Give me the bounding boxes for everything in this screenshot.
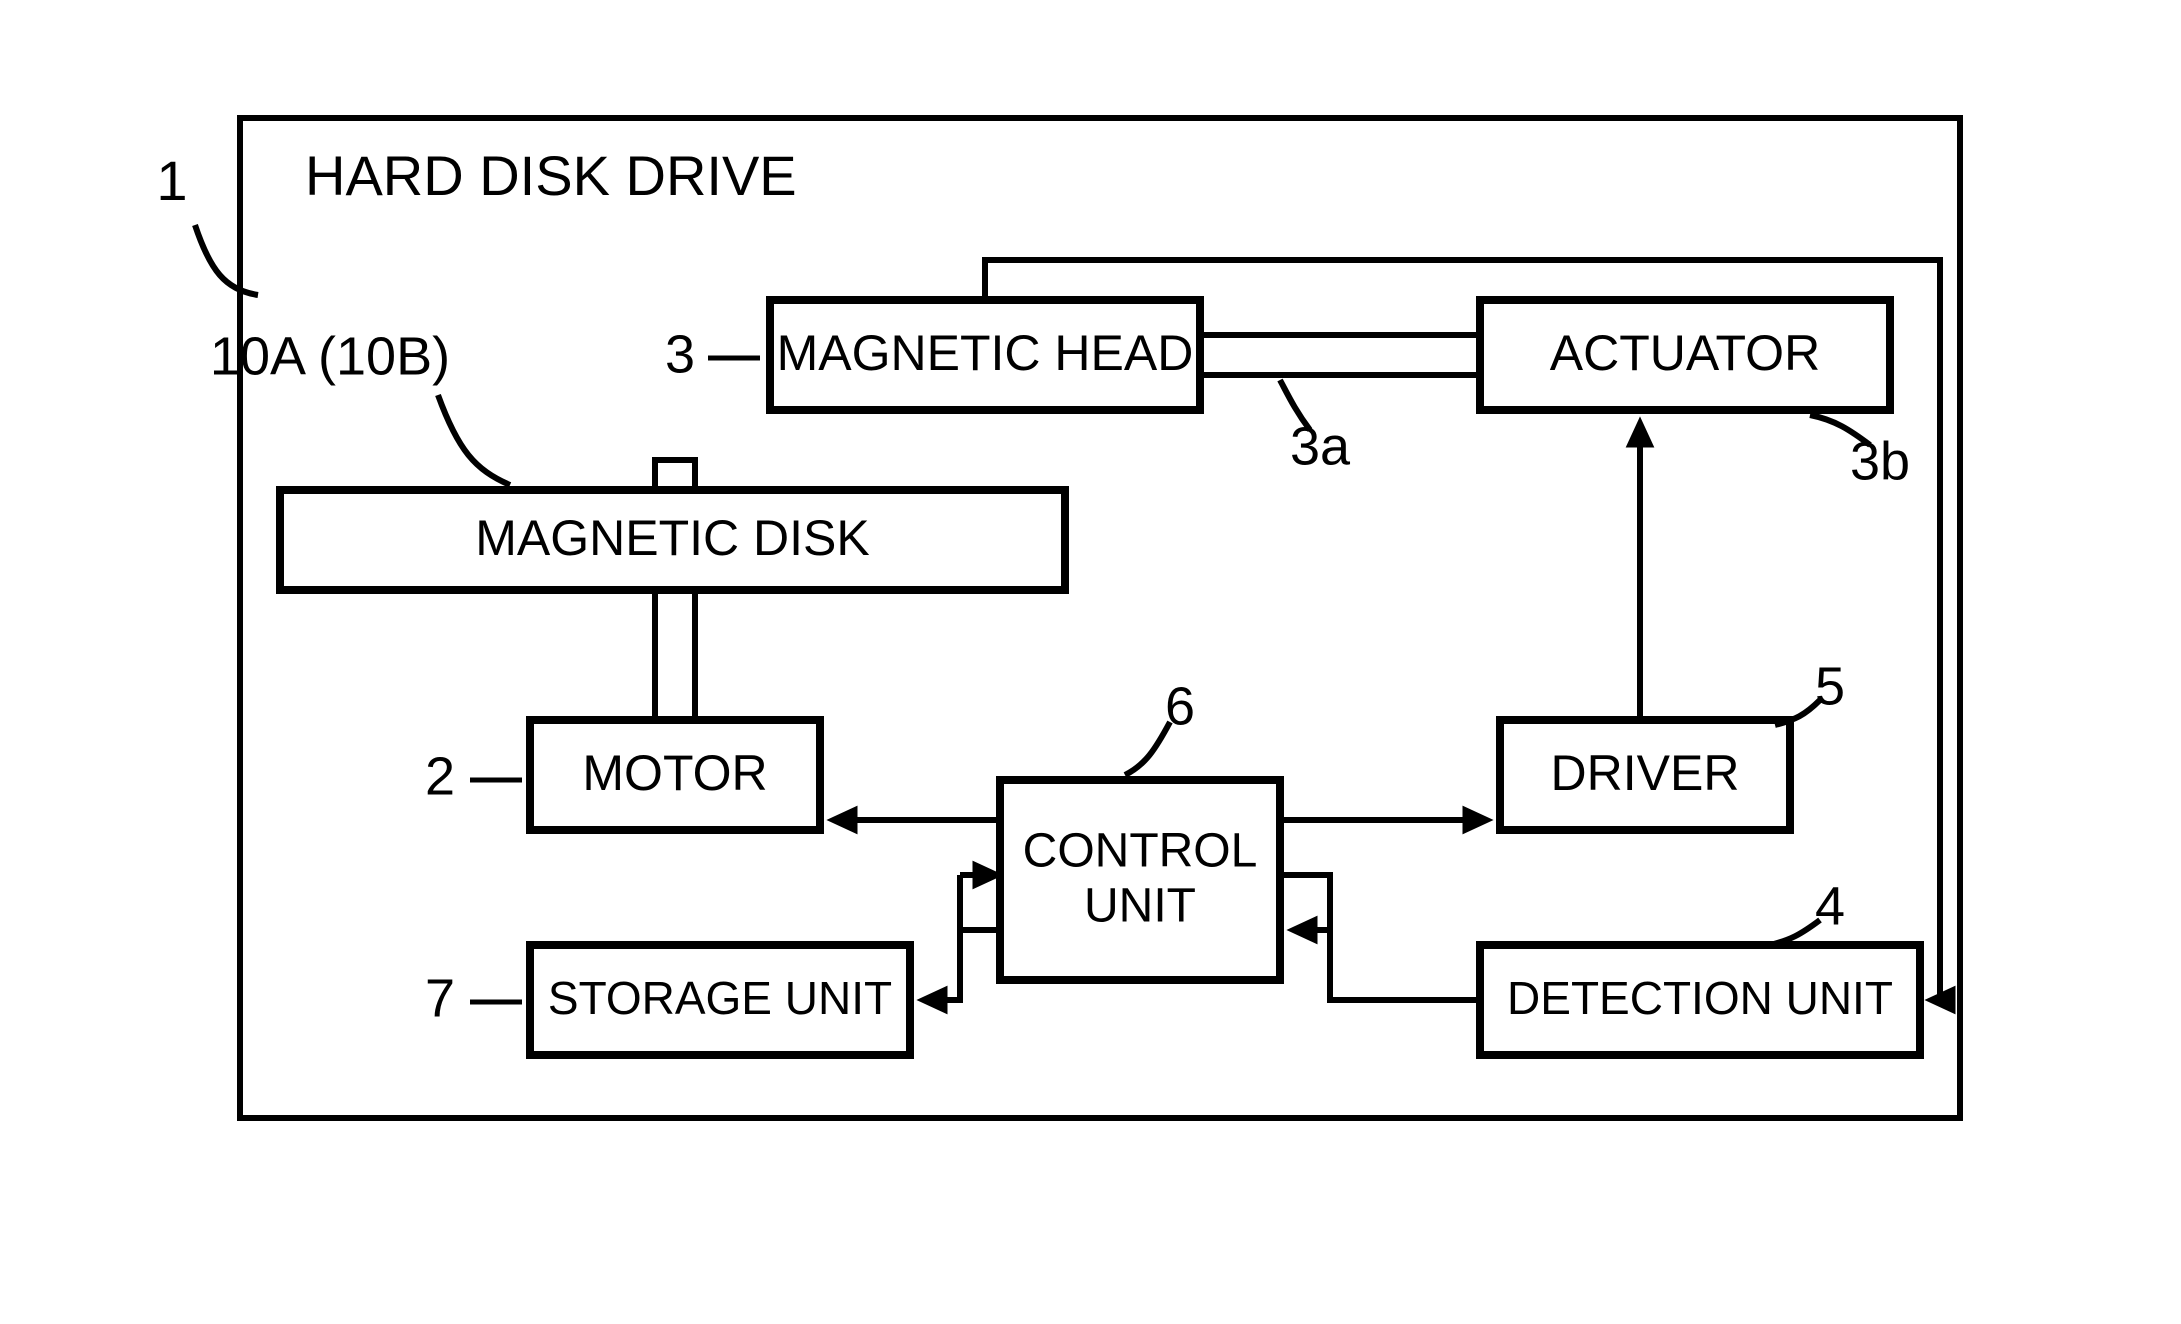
ref-num-detection_unit: 4	[1815, 876, 1845, 936]
disk-spindle-tab	[655, 460, 695, 490]
label-detection_unit: DETECTION UNIT	[1507, 972, 1893, 1024]
label-storage_unit: STORAGE UNIT	[548, 972, 892, 1024]
label-magnetic_disk: MAGNETIC DISK	[475, 510, 869, 566]
label-driver: DRIVER	[1551, 745, 1740, 801]
ref-num-actuator: 3b	[1850, 431, 1910, 491]
ref-num-control_unit: 6	[1165, 676, 1195, 736]
ref-num-magnetic_disk: 10A (10B)	[210, 326, 450, 386]
label-control_unit-1: CONTROL	[1023, 824, 1258, 877]
ref-num-magnetic_head: 3	[665, 324, 695, 384]
diagram-canvas: HARD DISK DRIVE 1 3a MAGNETIC HEAD 3 ACTUATOR…	[0, 0, 2181, 1324]
label-magnetic_head: MAGNETIC HEAD	[777, 325, 1194, 381]
label-motor: MOTOR	[582, 745, 767, 801]
ref-num-3a: 3a	[1290, 416, 1351, 476]
ref-num-1: 1	[156, 149, 187, 212]
label-actuator: ACTUATOR	[1550, 325, 1820, 381]
ref-num-storage_unit: 7	[425, 968, 455, 1028]
outer-title: HARD DISK DRIVE	[305, 144, 797, 207]
label-control_unit-2: UNIT	[1084, 879, 1196, 932]
ref-num-motor: 2	[425, 746, 455, 806]
ref-num-driver: 5	[1815, 656, 1845, 716]
